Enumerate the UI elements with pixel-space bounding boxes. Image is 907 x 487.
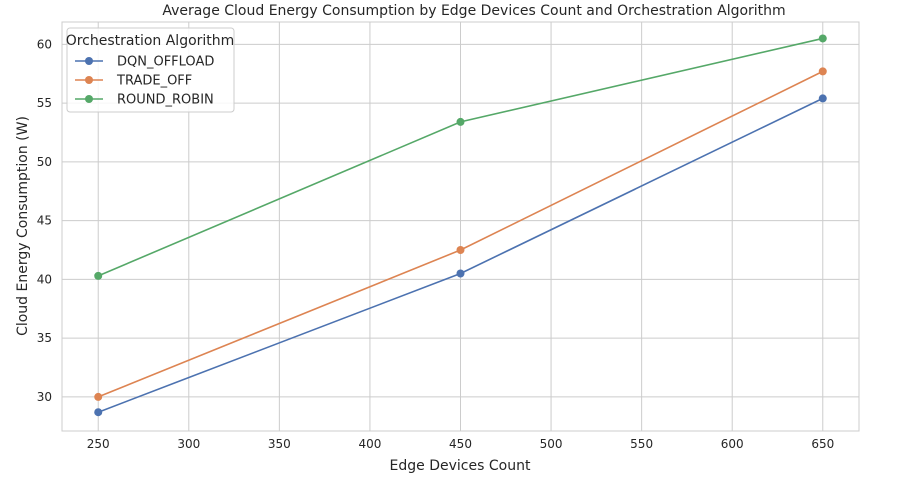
legend-label-dqn-offload: DQN_OFFLOAD: [117, 55, 214, 70]
legend-marker-dqn-offload: [85, 57, 93, 65]
data-point-dqn-offload: [456, 269, 465, 278]
x-tick-label: 450: [449, 437, 472, 451]
legend-marker-round-robin: [85, 95, 93, 103]
legend-box: [66, 27, 235, 113]
x-tick-label: 250: [87, 437, 110, 451]
x-tick-label: 550: [630, 437, 653, 451]
x-tick-label: 650: [811, 437, 834, 451]
y-tick-label: 55: [37, 96, 52, 110]
data-point-trade-off: [456, 246, 465, 255]
y-tick-label: 50: [37, 155, 52, 169]
legend: Orchestration Algorithm DQN_OFFLOAD TRADE…: [66, 27, 235, 113]
data-point-dqn-offload: [94, 408, 103, 417]
x-tick-label: 400: [358, 437, 381, 451]
y-axis-label: Cloud Energy Consumption (W): [15, 116, 31, 336]
chart-title: Average Cloud Energy Consumption by Edge…: [162, 3, 785, 19]
x-tick-label: 600: [721, 437, 744, 451]
data-point-trade-off: [818, 67, 827, 76]
legend-marker-trade-off: [85, 76, 93, 84]
tick-layer: 250 300 350 400 450 500 550 600 650 30 35 40 45 50 55 6…: [37, 37, 835, 451]
legend-items: DQN_OFFLOAD TRADE_OFF ROUND_ROBIN: [75, 55, 214, 108]
data-point-round-robin: [818, 34, 827, 43]
legend-label-trade-off: TRADE_OFF: [116, 74, 192, 89]
x-tick-label: 350: [268, 437, 291, 451]
legend-title: Orchestration Algorithm: [66, 33, 235, 49]
data-point-trade-off: [94, 392, 103, 401]
x-axis-label: Edge Devices Count: [390, 458, 531, 474]
plot-area-frame: [61, 21, 860, 432]
data-point-round-robin: [456, 117, 465, 126]
y-tick-label: 35: [37, 331, 52, 345]
data-point-dqn-offload: [818, 94, 827, 103]
y-tick-label: 40: [37, 272, 52, 286]
x-tick-label: 300: [177, 437, 200, 451]
series-trade-off: [94, 67, 827, 401]
series-layer: [94, 34, 827, 417]
grid-layer: [62, 22, 859, 431]
legend-item-dqn-offload: DQN_OFFLOAD: [75, 55, 214, 70]
y-tick-label: 60: [37, 37, 52, 51]
legend-item-round-robin: ROUND_ROBIN: [75, 93, 214, 108]
legend-item-trade-off: TRADE_OFF: [75, 74, 192, 89]
y-tick-label: 30: [37, 390, 52, 404]
x-tick-label: 500: [540, 437, 563, 451]
data-point-round-robin: [94, 271, 103, 280]
series-round-robin: [94, 34, 827, 280]
y-tick-label: 45: [37, 214, 52, 228]
series-dqn-offload: [94, 94, 827, 417]
legend-label-round-robin: ROUND_ROBIN: [117, 93, 214, 108]
